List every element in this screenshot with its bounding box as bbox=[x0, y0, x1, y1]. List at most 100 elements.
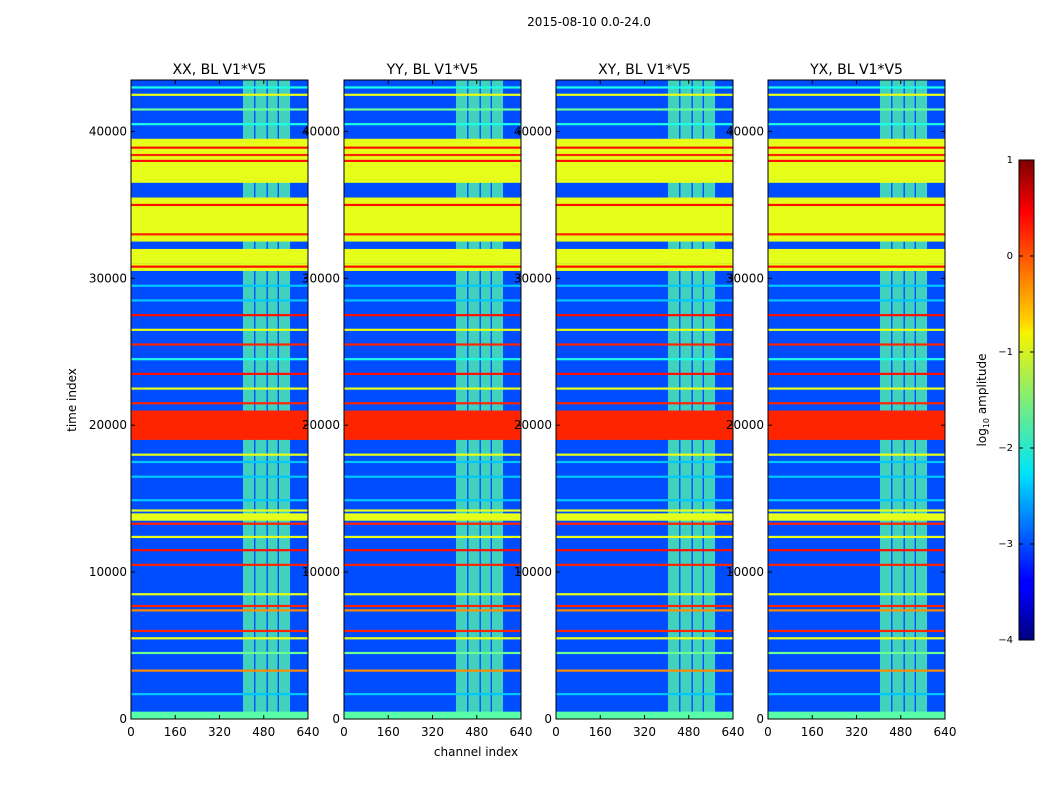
panel-title: YX, BL V1*V5 bbox=[809, 62, 903, 78]
time-line-12 bbox=[768, 522, 945, 525]
time-line-23 bbox=[344, 343, 521, 346]
y-tick-label: 30000 bbox=[514, 271, 552, 285]
time-line-18 bbox=[344, 416, 521, 420]
time-line-37 bbox=[131, 86, 308, 89]
time-line-2 bbox=[556, 669, 733, 672]
y-tick-label: 30000 bbox=[89, 271, 127, 285]
panel-2: YY, BL V1*V5 0 160 320 480 640 0 10000 20000 3000… bbox=[302, 62, 533, 739]
channel-band-2 bbox=[680, 80, 692, 719]
time-line-17 bbox=[768, 453, 945, 456]
time-block-2 bbox=[768, 513, 945, 521]
time-line-27 bbox=[131, 284, 308, 287]
y-tick-label: 40000 bbox=[89, 124, 127, 138]
time-line-23 bbox=[768, 343, 945, 346]
figure-suptitle: 2015-08-10 0.0-24.0 bbox=[527, 15, 651, 29]
heatmap-background bbox=[768, 80, 945, 719]
time-line-2 bbox=[768, 669, 945, 672]
time-line-11 bbox=[131, 535, 308, 539]
time-line-8 bbox=[131, 593, 308, 596]
colorbar-tick-label: −4 bbox=[998, 635, 1013, 646]
time-line-2 bbox=[344, 669, 521, 672]
time-line-19 bbox=[556, 402, 733, 405]
time-line-28 bbox=[344, 265, 521, 268]
time-line-11 bbox=[768, 535, 945, 539]
time-line-26 bbox=[344, 299, 521, 302]
panel-1: XX, BL V1*V5 0 160 320 480 640 0 10000 20000 3000… bbox=[89, 62, 320, 739]
y-tick-label: 20000 bbox=[514, 418, 552, 432]
time-line-22 bbox=[131, 358, 308, 361]
y-tick-label: 10000 bbox=[89, 565, 127, 579]
time-line-8 bbox=[344, 593, 521, 596]
time-line-31 bbox=[556, 159, 733, 162]
time-line-21 bbox=[556, 372, 733, 375]
time-line-4 bbox=[556, 637, 733, 640]
heatmap-image bbox=[768, 80, 945, 719]
time-line-27 bbox=[556, 284, 733, 287]
colorbar-tick-label: −2 bbox=[998, 443, 1013, 454]
channel-band-4 bbox=[915, 80, 928, 719]
time-line-28 bbox=[768, 265, 945, 268]
time-line-4 bbox=[768, 637, 945, 640]
time-line-35 bbox=[768, 108, 945, 111]
time-line-11 bbox=[344, 535, 521, 539]
colorbar-tick-label: 1 bbox=[1007, 155, 1013, 166]
time-line-20 bbox=[131, 387, 308, 390]
time-line-13 bbox=[344, 509, 521, 512]
time-line-29 bbox=[131, 233, 308, 236]
time-line-7 bbox=[768, 604, 945, 608]
channel-band-2 bbox=[892, 80, 904, 719]
time-line-33 bbox=[768, 146, 945, 149]
y-tick-label: 40000 bbox=[302, 124, 340, 138]
time-line-26 bbox=[556, 299, 733, 302]
heatmap-image bbox=[131, 80, 308, 719]
time-line-6 bbox=[768, 609, 945, 612]
heatmap-image bbox=[556, 80, 733, 719]
panel-title: YY, BL V1*V5 bbox=[386, 62, 479, 78]
channel-band-1 bbox=[880, 80, 892, 719]
time-line-29 bbox=[768, 233, 945, 236]
time-line-7 bbox=[131, 604, 308, 608]
time-line-9 bbox=[556, 563, 733, 566]
time-line-3 bbox=[556, 651, 733, 655]
channel-band-3 bbox=[480, 80, 491, 719]
colorbar-label-rest: amplitude bbox=[975, 354, 989, 418]
time-line-31 bbox=[344, 159, 521, 162]
time-line-12 bbox=[556, 522, 733, 525]
time-line-3 bbox=[131, 651, 308, 655]
x-tick-label: 640 bbox=[934, 725, 957, 739]
time-line-13 bbox=[556, 509, 733, 512]
time-line-30 bbox=[556, 203, 733, 207]
heatmap-image bbox=[344, 80, 521, 719]
time-line-27 bbox=[344, 284, 521, 287]
y-tick-label: 40000 bbox=[514, 124, 552, 138]
x-tick-label: 320 bbox=[845, 725, 868, 739]
time-line-16 bbox=[344, 460, 521, 464]
x-tick-label: 320 bbox=[208, 725, 231, 739]
time-line-21 bbox=[131, 372, 308, 375]
time-line-28 bbox=[556, 265, 733, 268]
time-line-24 bbox=[768, 328, 945, 331]
x-tick-label: 480 bbox=[677, 725, 700, 739]
time-line-8 bbox=[556, 593, 733, 596]
y-tick-label: 20000 bbox=[89, 418, 127, 432]
time-line-15 bbox=[344, 475, 521, 478]
x-tick-label: 160 bbox=[164, 725, 187, 739]
time-line-36 bbox=[556, 93, 733, 96]
channel-band-1 bbox=[456, 80, 468, 719]
heatmap-background bbox=[344, 80, 521, 719]
time-line-32 bbox=[344, 153, 521, 157]
panel-4: YX, BL V1*V5 0 160 320 480 640 0 10000 20000 3000… bbox=[726, 62, 957, 739]
y-axis-label: time index bbox=[65, 368, 79, 432]
channel-band-2 bbox=[255, 80, 267, 719]
x-tick-label: 320 bbox=[633, 725, 656, 739]
time-line-20 bbox=[344, 387, 521, 390]
y-tick-label: 10000 bbox=[514, 565, 552, 579]
time-line-20 bbox=[556, 387, 733, 390]
time-line-37 bbox=[556, 86, 733, 89]
time-line-22 bbox=[768, 358, 945, 361]
time-block-5 bbox=[344, 248, 521, 264]
time-line-25 bbox=[344, 314, 521, 317]
time-block-2 bbox=[344, 513, 521, 521]
time-line-24 bbox=[344, 328, 521, 331]
